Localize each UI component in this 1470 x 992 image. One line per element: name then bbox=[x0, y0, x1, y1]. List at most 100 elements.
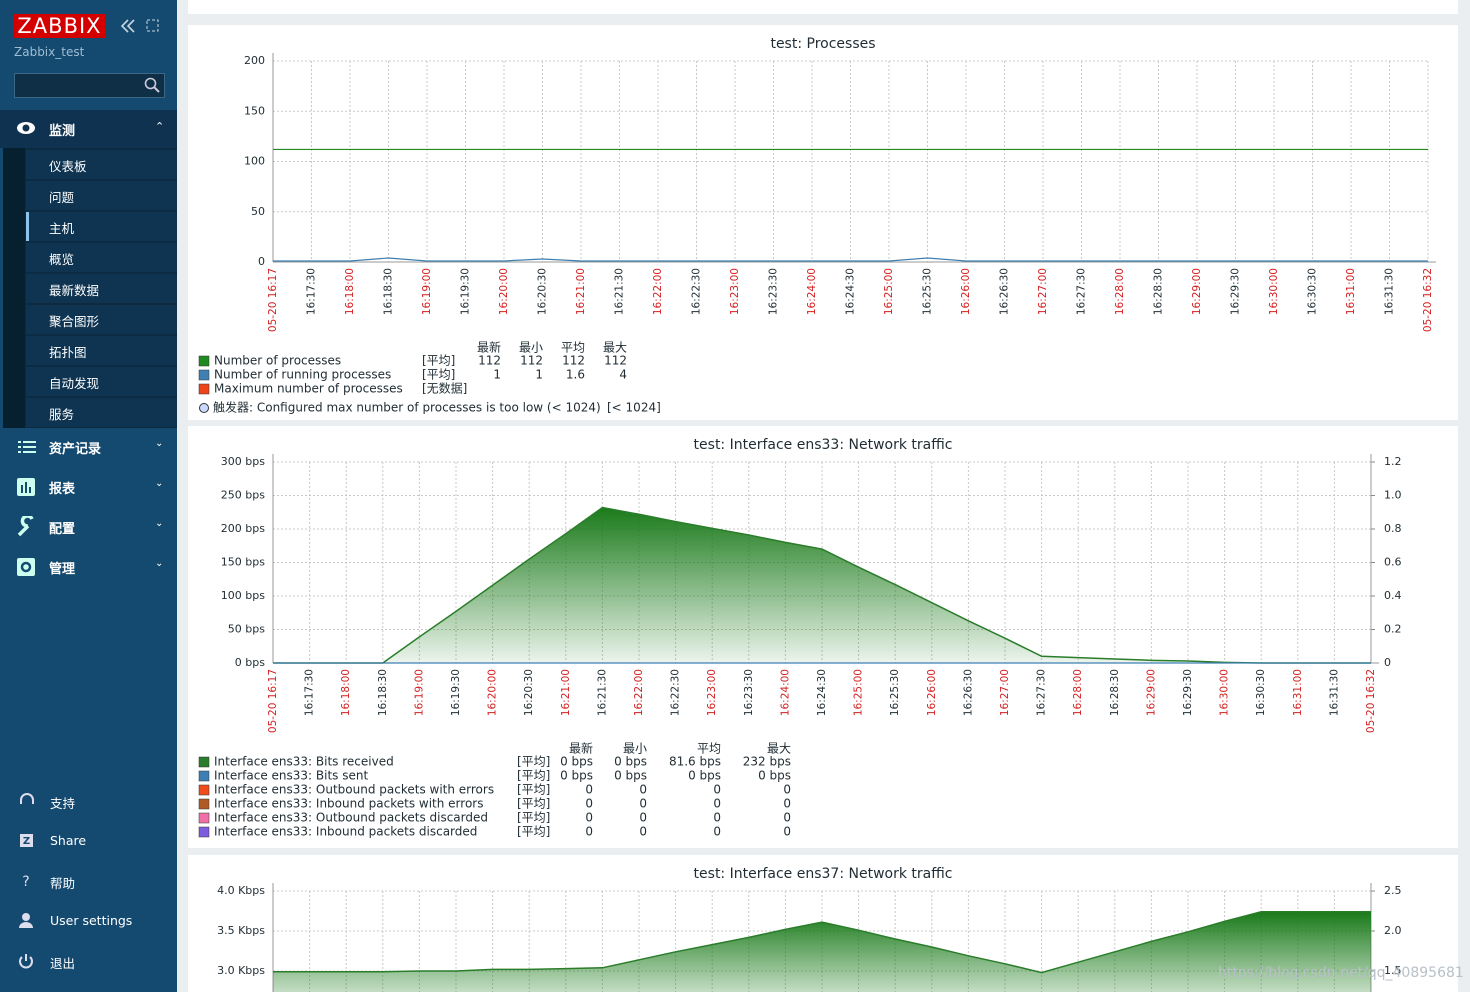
legend-stat: 0 bbox=[585, 825, 593, 839]
x-tick-label: 16:17:30 bbox=[304, 669, 316, 716]
graph-title: test: Interface ens33: Network traffic bbox=[694, 437, 953, 453]
x-tick-label: 16:18:00 bbox=[340, 669, 352, 716]
x-tick-label: 16:18:00 bbox=[344, 268, 356, 315]
submenu-item[interactable]: 问题 bbox=[49, 190, 75, 205]
legend-stat: 112 bbox=[562, 354, 585, 368]
y-tick-label: 50 bps bbox=[228, 623, 265, 636]
legend-header: 平均 bbox=[561, 341, 585, 355]
menu-label[interactable]: 报表 bbox=[49, 482, 76, 497]
x-tick-label: 16:18:30 bbox=[383, 268, 395, 315]
footer-item[interactable]: 支持 bbox=[50, 796, 76, 811]
svg-text:?: ? bbox=[22, 874, 29, 890]
x-tick-label: 16:20:30 bbox=[537, 268, 549, 315]
y-tick-label: 0 bbox=[258, 255, 265, 268]
y2-tick-label: 1.0 bbox=[1384, 489, 1402, 502]
x-tick-label: 16:27:30 bbox=[1076, 268, 1088, 315]
legend-func: [无数据] bbox=[422, 381, 467, 396]
x-tick-label: 16:20:00 bbox=[498, 268, 510, 315]
legend-stat: 0 bps bbox=[688, 769, 721, 783]
legend-stat: 0 bbox=[585, 797, 593, 811]
submenu-item[interactable]: 聚合图形 bbox=[49, 314, 100, 329]
submenu-item[interactable]: 概览 bbox=[49, 252, 75, 267]
legend-swatch bbox=[198, 369, 210, 381]
legend-name: Interface ens33: Inbound packets with er… bbox=[214, 797, 483, 811]
menu-icon: Z bbox=[16, 831, 38, 853]
x-tick-label: 16:17:30 bbox=[306, 268, 318, 315]
legend-swatch bbox=[198, 812, 210, 824]
y-tick-label: 4.0 Kbps bbox=[217, 884, 265, 897]
server-name: Zabbix_test bbox=[14, 45, 85, 59]
x-tick-label: 16:27:00 bbox=[1037, 268, 1049, 315]
menu-label[interactable]: 监测 bbox=[49, 124, 76, 139]
submenu-item[interactable]: 服务 bbox=[49, 407, 75, 422]
submenu-item[interactable]: 拓扑图 bbox=[49, 345, 87, 360]
y2-tick-label: 0.2 bbox=[1384, 623, 1402, 636]
legend-stat: 0 bbox=[713, 783, 721, 797]
submenu-item[interactable]: 自动发现 bbox=[49, 376, 100, 391]
x-tick-label: 16:24:00 bbox=[779, 669, 791, 716]
x-tick-label: 16:29:30 bbox=[1230, 268, 1242, 315]
legend-stat: 0 bbox=[783, 811, 791, 825]
y-tick-label: 0 bps bbox=[235, 656, 265, 669]
chevron: ⌄ bbox=[155, 558, 164, 569]
trigger-text: 触发器: Configured max number of processes … bbox=[213, 400, 601, 415]
menu-label[interactable]: 配置 bbox=[49, 522, 76, 537]
legend-stat: 112 bbox=[604, 354, 627, 368]
area-edge bbox=[273, 911, 1371, 974]
x-tick-label: 16:28:30 bbox=[1109, 669, 1121, 716]
y2-tick-label: 0.8 bbox=[1384, 522, 1402, 535]
logo[interactable]: ZABBIX bbox=[14, 14, 105, 38]
x-tick-label: 16:29:00 bbox=[1145, 669, 1157, 716]
x-tick-label: 16:24:30 bbox=[845, 268, 857, 315]
x-tick-label: 16:19:00 bbox=[421, 268, 433, 315]
legend-stat: 1 bbox=[493, 368, 501, 382]
y-tick-label: 200 bps bbox=[221, 522, 265, 535]
x-tick-label: 16:19:30 bbox=[450, 669, 462, 716]
menu-label[interactable]: 管理 bbox=[49, 562, 76, 577]
x-tick-label: 16:30:30 bbox=[1307, 268, 1319, 315]
x-tick-label: 16:21:30 bbox=[596, 669, 608, 716]
legend-stat: 0 bps bbox=[758, 769, 791, 783]
legend-stat: 0 bbox=[639, 783, 647, 797]
y-tick-label: 200 bbox=[244, 54, 265, 67]
legend-func: [平均] bbox=[517, 783, 550, 797]
x-tick-label: 16:29:30 bbox=[1182, 669, 1194, 716]
y-tick-label: 50 bbox=[251, 205, 265, 218]
submenu-row bbox=[26, 181, 177, 210]
menu-icon: ? bbox=[16, 871, 38, 893]
footer-item[interactable]: User settings bbox=[50, 913, 133, 928]
y-tick-label: 150 bps bbox=[221, 556, 265, 569]
menu-label[interactable]: 资产记录 bbox=[49, 442, 102, 457]
x-tick-label: 16:25:00 bbox=[883, 268, 895, 315]
menu-icon bbox=[16, 556, 38, 578]
y2-tick-label: 2.0 bbox=[1384, 924, 1402, 937]
legend-name: Interface ens33: Outbound packets with e… bbox=[214, 783, 494, 797]
legend-func: [平均] bbox=[422, 368, 455, 382]
x-tick-label: 16:29:00 bbox=[1191, 268, 1203, 315]
y-tick-label: 250 bps bbox=[221, 489, 265, 502]
legend-header: 最大 bbox=[603, 341, 627, 355]
sidebar: ZABBIX Zabbix_test 监测 ⌃ 仪表板问题主机概览最新数据聚合图形拓… bbox=[0, 0, 177, 992]
submenu-item[interactable]: 最新数据 bbox=[49, 283, 100, 298]
footer-item[interactable]: Share bbox=[50, 833, 87, 848]
legend-name: Interface ens33: Outbound packets discar… bbox=[214, 811, 488, 825]
legend-stat: 232 bps bbox=[743, 755, 791, 769]
footer-item[interactable]: 帮助 bbox=[50, 876, 76, 891]
footer-item[interactable]: 退出 bbox=[50, 956, 76, 971]
legend-swatch bbox=[198, 355, 210, 367]
legend-func: [平均] bbox=[517, 825, 550, 839]
chevron: ⌃ bbox=[155, 120, 165, 133]
y2-tick-label: 0 bbox=[1384, 656, 1391, 669]
legend-header: 最新 bbox=[569, 741, 593, 756]
search[interactable] bbox=[14, 73, 165, 98]
submenu-row bbox=[26, 336, 177, 365]
legend-stat: 81.6 bps bbox=[669, 755, 721, 769]
x-tick-label: 16:22:00 bbox=[633, 669, 645, 716]
legend-swatch bbox=[198, 784, 210, 796]
x-tick-label: 16:21:00 bbox=[560, 669, 572, 716]
collapse-icons[interactable] bbox=[120, 17, 162, 35]
submenu-item[interactable]: 仪表板 bbox=[49, 159, 87, 174]
submenu-item[interactable]: 主机 bbox=[49, 221, 75, 236]
submenu-row bbox=[26, 305, 177, 334]
